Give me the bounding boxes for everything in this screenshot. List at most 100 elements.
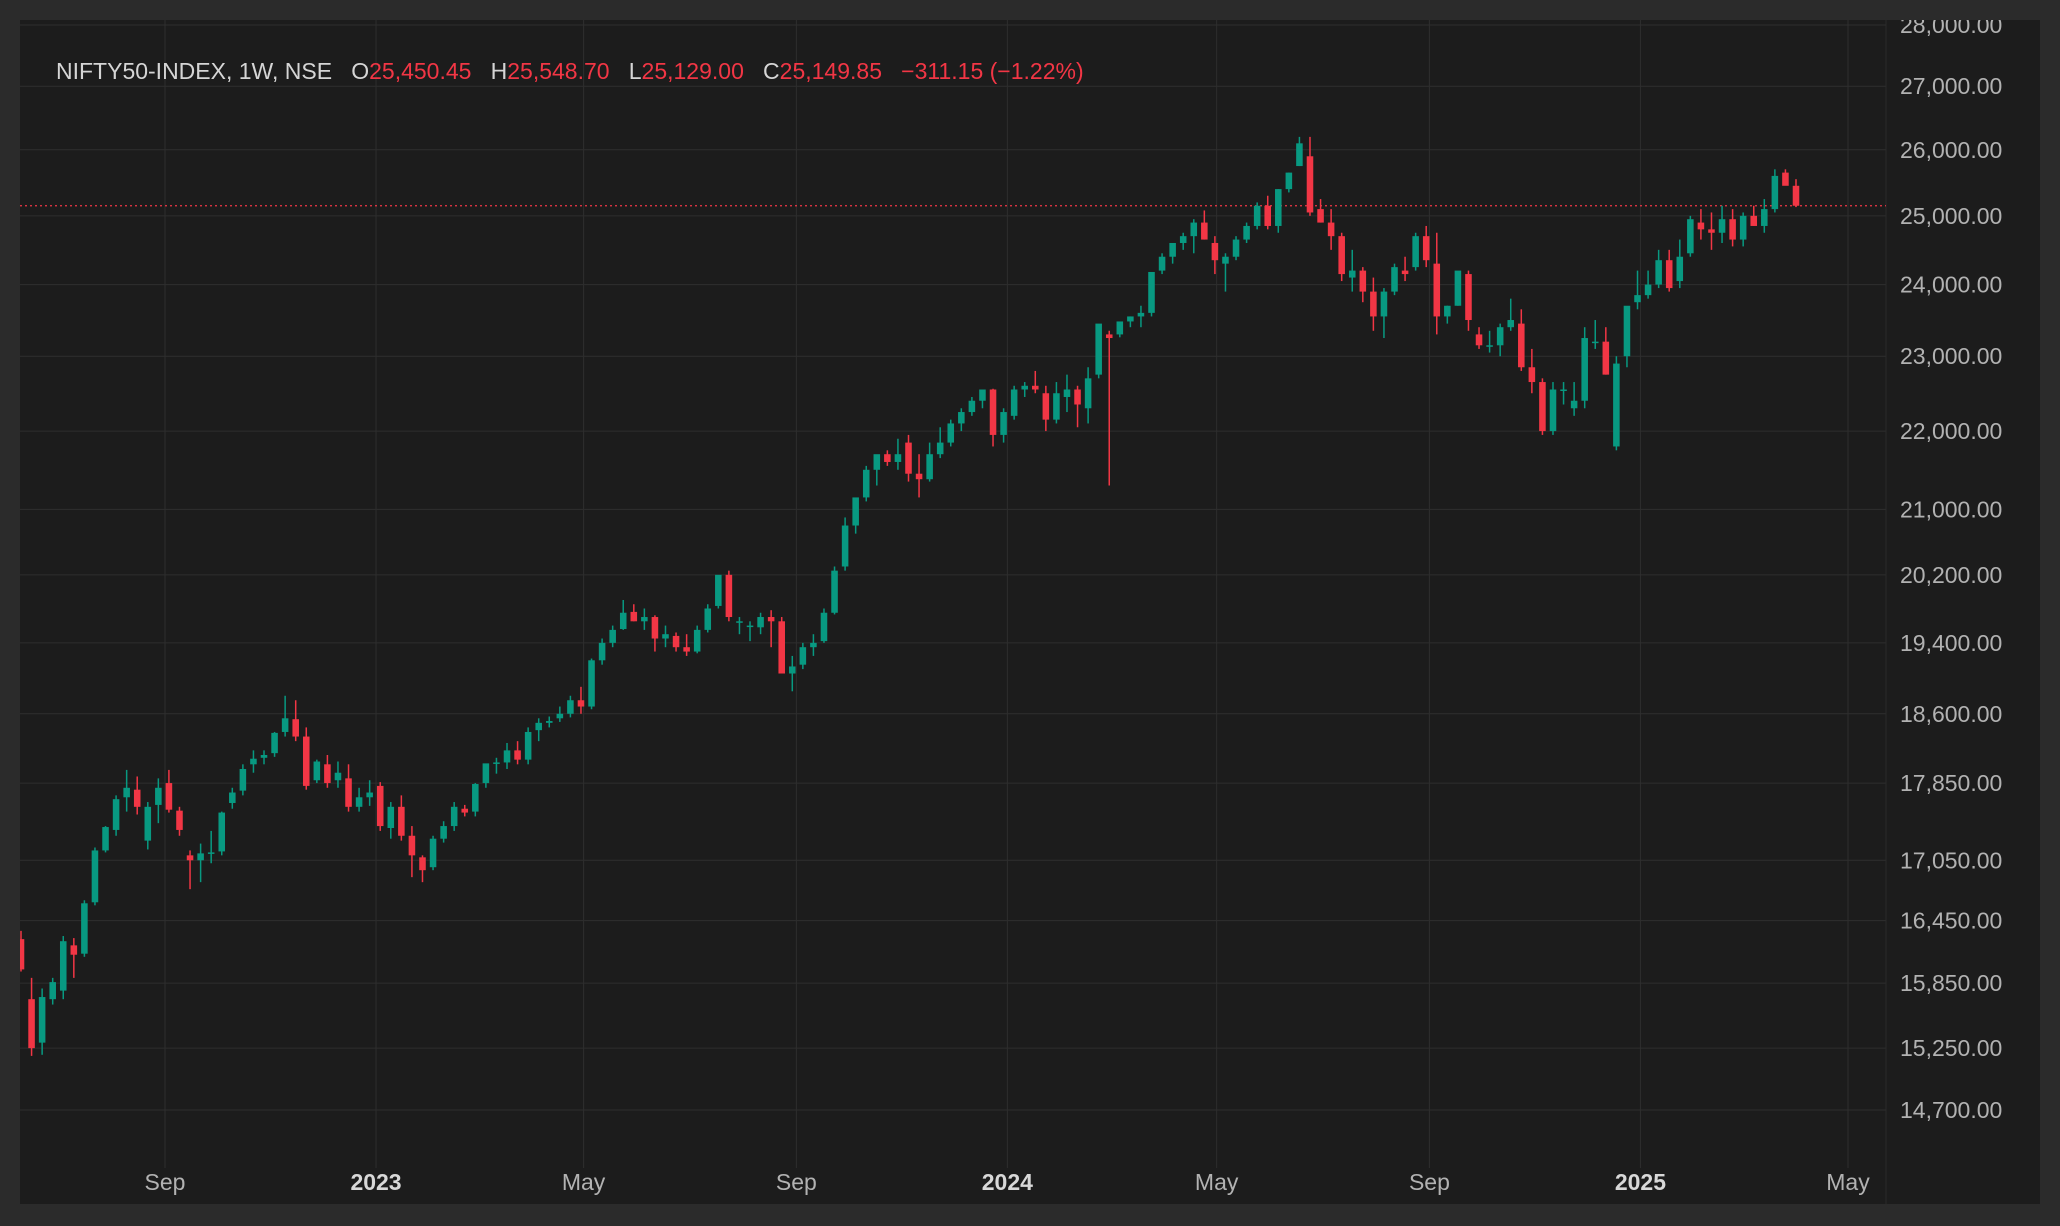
candle (810, 634, 817, 656)
chart-area[interactable]: 14,700.00 15,250.00 15,850.00 16,450.00 17,0… (20, 20, 2040, 1204)
price-axis[interactable]: 14,700.00 15,250.00 15,850.00 16,450.00 17,0… (1900, 20, 2002, 1123)
candle (1042, 385, 1050, 432)
candle-body (1676, 256, 1684, 282)
candle (662, 625, 669, 648)
candle (1687, 215, 1694, 257)
candles-layer (20, 136, 1800, 1056)
time-tick-label: Sep (1409, 1169, 1450, 1195)
candle-body (1602, 341, 1610, 375)
candle-body (736, 621, 743, 623)
candle (197, 843, 204, 883)
candle (1782, 169, 1789, 186)
candle-body (1084, 378, 1092, 409)
candle-body (186, 855, 194, 861)
candle-body (1729, 219, 1736, 240)
candle-body (91, 850, 99, 903)
candle-body (1074, 389, 1081, 405)
candle-body (1422, 236, 1430, 261)
chart-canvas[interactable]: 14,700.00 15,250.00 15,850.00 16,450.00 17,0… (20, 20, 2040, 1204)
price-tick-label: 25,000.00 (1900, 203, 2002, 229)
candle (1697, 209, 1705, 240)
high-value: 25,548.70 (507, 58, 610, 84)
candle (1000, 408, 1007, 443)
candle (767, 610, 775, 648)
candle-body (1433, 263, 1441, 317)
candle (345, 764, 352, 812)
candle (1380, 288, 1388, 339)
candle (1021, 382, 1028, 397)
candle-body (260, 755, 268, 758)
time-axis[interactable]: Sep2023MaySep2024MaySep2025MaySe (145, 1169, 2040, 1195)
candle (1201, 210, 1208, 240)
candle-body (1623, 305, 1631, 357)
candle-body (1454, 270, 1462, 306)
candle-body (1222, 256, 1229, 264)
candle (81, 900, 88, 957)
candle (989, 388, 997, 447)
candle (968, 396, 976, 416)
candle (1148, 271, 1155, 317)
candle-body (1528, 367, 1536, 383)
candle (1444, 305, 1451, 324)
candle (1602, 327, 1610, 375)
candle (1518, 309, 1525, 371)
candle-body (1127, 316, 1134, 322)
candle-body (70, 945, 78, 955)
candle-body (1370, 291, 1377, 317)
candle-body (1496, 327, 1504, 346)
candle (313, 759, 321, 784)
candle-body (1338, 236, 1345, 275)
candle-body (630, 611, 638, 622)
candle-body (493, 762, 500, 764)
candle-body (503, 750, 511, 763)
candle (1211, 236, 1219, 275)
candle (514, 741, 521, 765)
candle (598, 638, 606, 665)
price-tick-label: 27,000.00 (1900, 73, 2002, 99)
candle (165, 769, 173, 813)
change-value: −311.15 (−1.22%) (901, 58, 1084, 84)
candle-body (1063, 389, 1071, 397)
candle (292, 700, 299, 742)
candle (1591, 320, 1599, 349)
candle (1739, 212, 1747, 247)
candle (1761, 199, 1768, 233)
candle (1750, 205, 1758, 226)
candle (535, 718, 542, 742)
candle (1222, 253, 1229, 292)
candle (419, 855, 426, 883)
candle-body (1475, 334, 1483, 346)
candle-body (133, 789, 141, 807)
candle (1486, 330, 1493, 353)
candle-body (672, 635, 680, 648)
candle-body (1021, 385, 1028, 390)
candle-body (619, 612, 627, 630)
candle-body (408, 835, 416, 856)
candle (59, 936, 67, 1000)
candle (1063, 374, 1071, 413)
candle (936, 427, 944, 459)
candle (1507, 298, 1515, 331)
candle (1708, 212, 1715, 250)
price-tick-label: 23,000.00 (1900, 343, 2002, 369)
candle (260, 750, 268, 765)
candle-body (841, 525, 849, 567)
candle-body (1042, 393, 1050, 420)
candle-body (651, 617, 659, 639)
candle-body (250, 758, 257, 765)
candle-body (1169, 242, 1176, 257)
candle-body (1412, 236, 1419, 268)
candle (799, 642, 807, 670)
candle (1137, 305, 1145, 328)
candle-body (313, 761, 321, 781)
candle (482, 763, 490, 788)
candle-body (715, 574, 722, 606)
candle (1581, 327, 1588, 409)
candle (334, 761, 342, 788)
candle (239, 764, 247, 796)
time-tick-label: 2025 (1615, 1169, 1666, 1195)
candle-body (1032, 385, 1039, 390)
candle-body (1264, 205, 1272, 226)
candle (641, 608, 648, 630)
candle (979, 389, 986, 409)
